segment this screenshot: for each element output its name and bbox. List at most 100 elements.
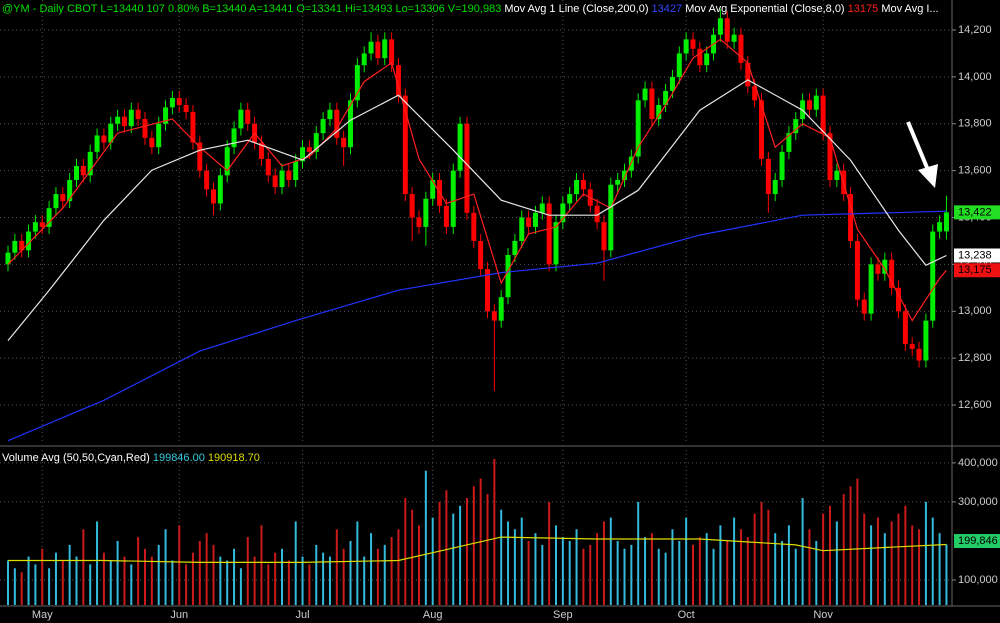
candle-body bbox=[512, 240, 518, 256]
volume-bar bbox=[890, 521, 893, 605]
volume-bar bbox=[637, 501, 640, 605]
volume-bar bbox=[274, 552, 277, 605]
volume-bar bbox=[61, 560, 64, 605]
arrow-head bbox=[918, 164, 938, 188]
volume-bar bbox=[465, 498, 468, 605]
candle-body bbox=[580, 180, 586, 190]
volume-bar bbox=[616, 540, 619, 605]
volume-bar bbox=[527, 540, 530, 605]
candle-body bbox=[5, 252, 11, 265]
candle-body bbox=[382, 39, 388, 59]
candle-body bbox=[498, 297, 504, 321]
volume-bar bbox=[787, 525, 790, 605]
candle-body bbox=[567, 194, 573, 204]
candle-body bbox=[478, 240, 484, 270]
candle-body bbox=[834, 170, 840, 181]
arrow bbox=[906, 121, 938, 188]
volume-bar bbox=[692, 544, 694, 605]
indicator-line bbox=[7, 38, 947, 322]
volume-bar bbox=[815, 540, 818, 605]
candle-body bbox=[354, 65, 360, 101]
volume-bar bbox=[397, 529, 400, 605]
volume-bar bbox=[767, 509, 770, 605]
candle-body bbox=[916, 348, 922, 361]
volume-bar bbox=[719, 525, 722, 605]
candle-body bbox=[245, 109, 251, 124]
candle-body bbox=[74, 165, 79, 181]
candle-body bbox=[683, 39, 689, 54]
candle-body bbox=[142, 119, 148, 138]
volume-bar bbox=[520, 517, 523, 605]
volume-bar bbox=[445, 490, 448, 605]
volume-bar bbox=[664, 552, 667, 605]
candle-body bbox=[121, 116, 127, 127]
candle-body bbox=[806, 100, 812, 110]
candle-body bbox=[32, 222, 38, 232]
volume-bar bbox=[431, 517, 434, 605]
volume-bar bbox=[438, 501, 441, 605]
volume-bar bbox=[349, 540, 352, 605]
candle-body bbox=[676, 53, 682, 77]
candle-body bbox=[868, 264, 874, 314]
candle-body bbox=[505, 255, 511, 298]
volume-bar bbox=[294, 521, 297, 605]
volume-bar bbox=[383, 544, 386, 605]
volume-bar bbox=[575, 529, 578, 605]
header-item: @YM - Daily CBOT L=13440 107 0.80% B=134… bbox=[2, 3, 501, 15]
candle-body bbox=[896, 287, 901, 312]
volume-bar bbox=[102, 552, 105, 605]
candle-body bbox=[279, 170, 285, 188]
volume-bar bbox=[822, 513, 825, 605]
volume-bar bbox=[911, 525, 914, 605]
y-tick-label: 300,000 bbox=[958, 496, 998, 508]
candle-body bbox=[46, 208, 52, 227]
candle-body bbox=[265, 158, 271, 176]
indicator-line bbox=[7, 210, 947, 442]
volume-bar bbox=[671, 529, 674, 605]
candle-body bbox=[313, 133, 319, 152]
volume-bar bbox=[589, 544, 592, 605]
candle-body bbox=[937, 222, 943, 232]
volume-bar bbox=[13, 568, 16, 605]
volume-bar bbox=[219, 556, 222, 605]
volume-bar bbox=[781, 540, 784, 605]
volume-bar bbox=[363, 556, 366, 605]
header-item: 13175 bbox=[845, 3, 879, 15]
candle-body bbox=[663, 90, 669, 106]
indicator-line bbox=[8, 536, 947, 563]
volume-bar bbox=[596, 533, 599, 605]
candle-body bbox=[176, 97, 182, 106]
candle-body bbox=[854, 240, 860, 300]
candle-body bbox=[108, 123, 114, 143]
candle-body bbox=[430, 180, 436, 199]
candle-body bbox=[39, 222, 45, 227]
volume-bar bbox=[876, 517, 879, 605]
candle-body bbox=[875, 264, 881, 274]
axis-tag-label: 199,846 bbox=[958, 535, 998, 547]
candle-body bbox=[217, 175, 223, 204]
x-tick-label: Aug bbox=[423, 609, 443, 621]
candle-body bbox=[635, 100, 641, 157]
y-tick-label: 12,800 bbox=[958, 352, 992, 364]
candle-body bbox=[80, 165, 86, 176]
volume-bar bbox=[794, 548, 797, 605]
candle-body bbox=[793, 119, 799, 134]
volume-bar bbox=[418, 525, 420, 605]
volume-bar bbox=[7, 560, 9, 605]
volume-bar bbox=[835, 521, 838, 605]
volume-bar bbox=[452, 513, 455, 605]
volume-bar bbox=[178, 525, 181, 605]
volume-bar bbox=[191, 552, 194, 605]
candle-body bbox=[128, 109, 134, 127]
candle-body bbox=[204, 170, 210, 190]
volume-bar bbox=[233, 548, 236, 605]
volume-bar bbox=[897, 513, 900, 605]
volume-bar bbox=[89, 564, 92, 605]
volume-bar bbox=[657, 548, 660, 605]
candle-body bbox=[574, 180, 580, 195]
candle-body bbox=[649, 88, 655, 120]
volume-bar bbox=[945, 544, 948, 605]
candle-body bbox=[690, 39, 696, 49]
